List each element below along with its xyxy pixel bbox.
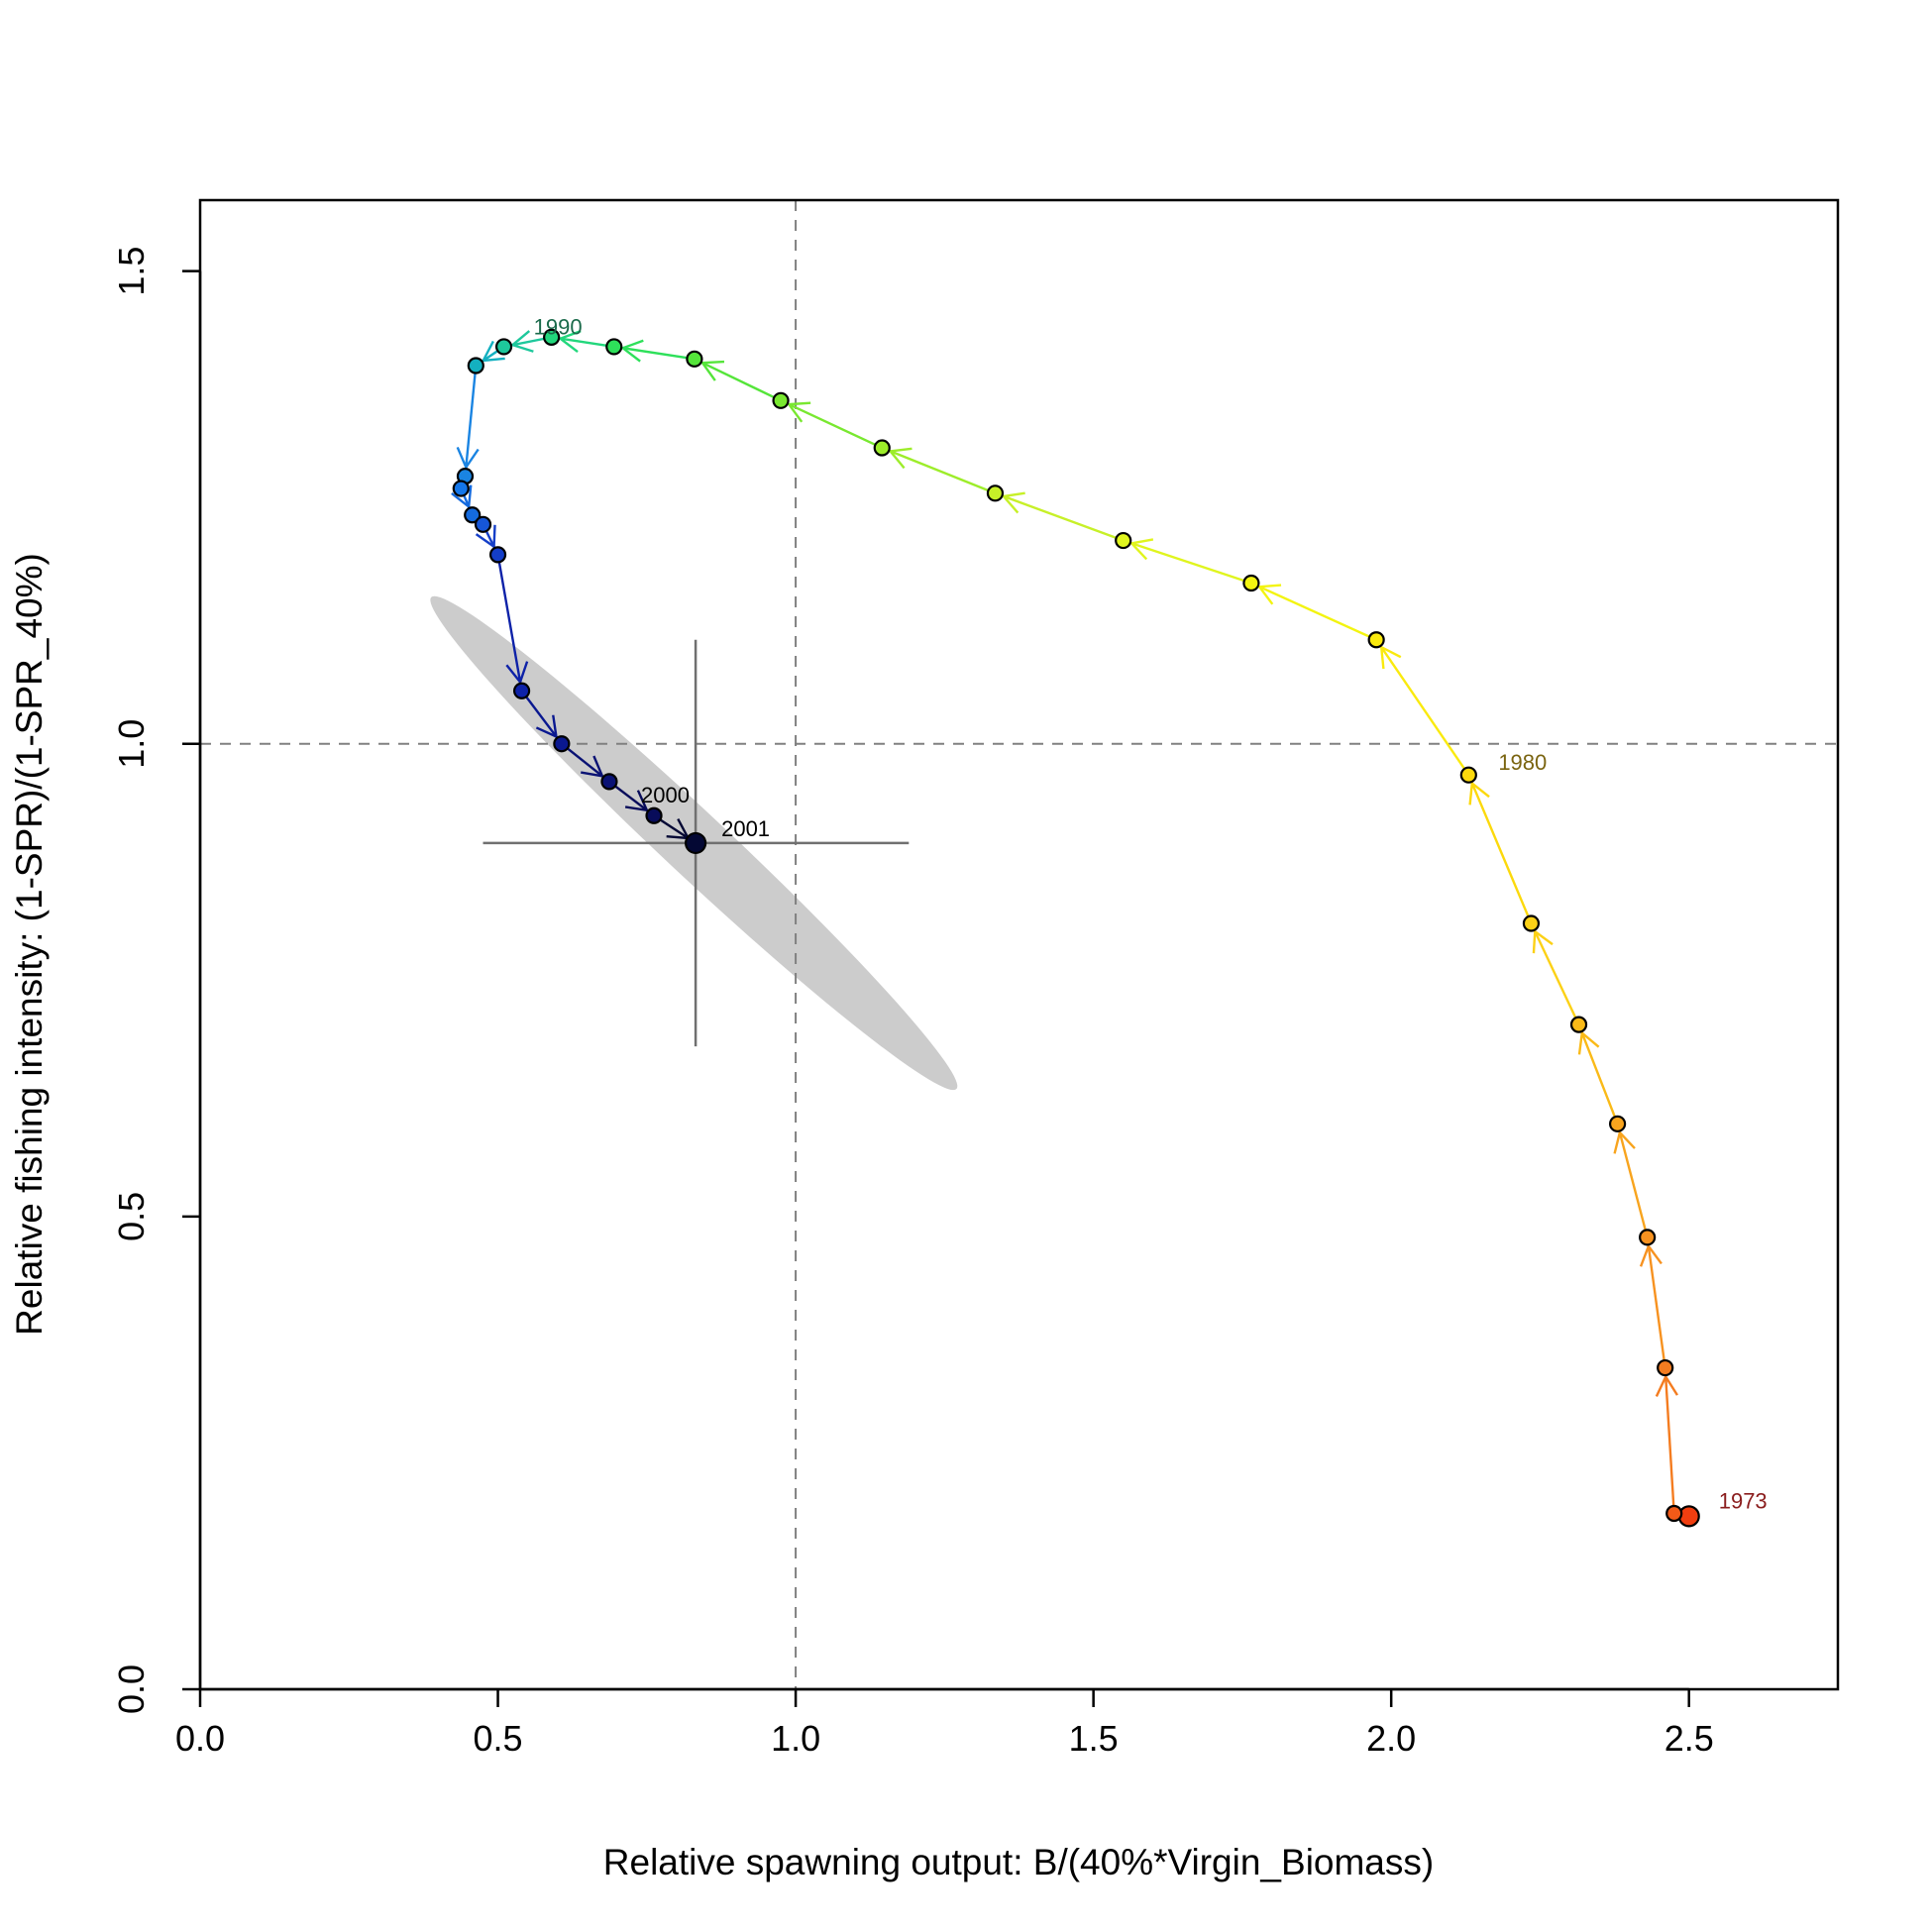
trajectory-arrowhead <box>620 339 644 363</box>
trajectory-point <box>986 484 1005 502</box>
trajectory-point <box>686 350 703 368</box>
trajectory-arrowhead <box>1468 781 1490 805</box>
y-tick-label: 0.5 <box>111 1192 152 1241</box>
trajectory-segment <box>1616 1124 1649 1238</box>
trajectory-point <box>488 546 507 564</box>
trajectory-point <box>1608 1115 1627 1132</box>
trajectory-arrowhead <box>481 340 505 363</box>
y-axis-title: Relative fishing intensity: (1-SPR)/(1-S… <box>9 553 50 1336</box>
y-tick-label: 1.5 <box>111 247 152 296</box>
trajectory-point <box>772 391 790 409</box>
x-tick-label: 1.5 <box>1069 1718 1119 1759</box>
trajectory-arrowhead <box>509 330 534 353</box>
trajectory-arrowhead <box>581 755 604 778</box>
x-tick-label: 1.0 <box>771 1718 820 1759</box>
trajectory-segment <box>1530 922 1580 1025</box>
trajectory-point <box>543 328 561 346</box>
trajectory-segment <box>1375 639 1470 776</box>
year-label-2001: 2001 <box>721 816 770 841</box>
trajectory-segment <box>464 365 478 477</box>
trajectory-point <box>512 682 531 699</box>
trajectory-point <box>600 773 618 791</box>
trajectory-point <box>452 480 470 497</box>
trajectory-segment <box>1664 1367 1675 1514</box>
trajectory-segment <box>1646 1236 1666 1368</box>
trajectory-arrowhead <box>1256 584 1282 605</box>
trajectory-point <box>1522 914 1541 932</box>
trajectory-arrowhead <box>1379 645 1402 670</box>
trajectory-arrowhead <box>1128 538 1154 561</box>
trajectory-point <box>494 338 513 356</box>
year-label-1973: 1973 <box>1719 1488 1768 1513</box>
trajectory-segment <box>613 345 696 361</box>
trajectory-segment <box>1467 774 1533 924</box>
trajectory-segment <box>496 554 523 692</box>
trajectory-segment <box>1123 539 1252 585</box>
trajectory-segment <box>1250 582 1377 641</box>
trajectory-point <box>1367 631 1385 649</box>
trajectory-point <box>685 831 707 855</box>
trajectory-point <box>1657 1358 1674 1377</box>
trajectory-point <box>645 806 663 824</box>
trajectory-segment <box>995 491 1125 542</box>
trajectory-arrowhead <box>505 661 529 685</box>
reference-lines <box>200 200 1838 1689</box>
trajectory-arrowhead <box>1655 1374 1678 1397</box>
x-tick-label: 0.5 <box>474 1718 523 1759</box>
trajectory-arrowhead <box>699 360 725 381</box>
trajectory-segment <box>1577 1023 1619 1125</box>
trajectory-point <box>873 439 891 457</box>
trajectory-point <box>474 515 492 533</box>
trajectory-point <box>1665 1504 1683 1523</box>
year-labels: 1973 1980 1990 2000 2001 <box>534 314 1768 1513</box>
trajectory-arrowhead <box>558 330 582 353</box>
trajectory-arrowhead <box>1577 1030 1600 1055</box>
year-label-1980: 1980 <box>1498 750 1547 775</box>
trajectory-arrowhead <box>451 484 473 509</box>
x-tick-label: 0.0 <box>175 1718 225 1759</box>
trajectory-arrowhead <box>475 524 496 550</box>
x-tick-label: 2.0 <box>1366 1718 1416 1759</box>
year-label-2000: 2000 <box>641 783 690 807</box>
trajectory-point <box>464 506 482 524</box>
trajectory-point <box>1639 1229 1657 1246</box>
y-tick-label: 1.0 <box>111 719 152 769</box>
x-tick-label: 2.5 <box>1664 1718 1714 1759</box>
trajectory-point <box>1115 531 1132 550</box>
trajectory-arrowheads <box>451 330 1678 1397</box>
trajectory-segment <box>881 446 996 494</box>
trajectory-segment <box>780 399 883 450</box>
trajectory-point <box>605 338 623 356</box>
trajectory-arrowhead <box>624 790 649 812</box>
trajectory-arrowhead <box>1613 1129 1636 1154</box>
trajectory-arrowhead <box>456 446 480 471</box>
trajectory-point <box>1569 1016 1588 1033</box>
y-axis: 0.0 0.5 1.0 1.5 <box>111 247 202 1714</box>
trajectory-arrowhead <box>888 447 912 470</box>
trajectory-segment <box>694 358 782 402</box>
trajectory-arrowhead <box>1001 491 1025 514</box>
trajectory-point <box>467 357 484 375</box>
trajectory-points <box>452 328 1700 1528</box>
trajectory-point <box>553 735 571 753</box>
trajectory-arrowhead <box>1639 1243 1663 1267</box>
trajectory-arrowhead <box>1532 928 1554 954</box>
year-label-1990: 1990 <box>534 314 583 339</box>
y-tick-label: 0.0 <box>111 1664 152 1714</box>
trajectory-point <box>1459 766 1477 784</box>
trajectory-segments <box>460 336 1689 1518</box>
trajectory-arrowhead <box>786 401 811 423</box>
x-axis-title: Relative spawning output: B/(40%*Virgin_… <box>603 1842 1434 1882</box>
trajectory-point <box>1242 574 1260 592</box>
plot-frame <box>198 198 1840 1691</box>
x-axis: 0.0 0.5 1.0 1.5 2.0 2.5 <box>175 1687 1714 1759</box>
trajectory-arrowhead <box>535 714 558 739</box>
